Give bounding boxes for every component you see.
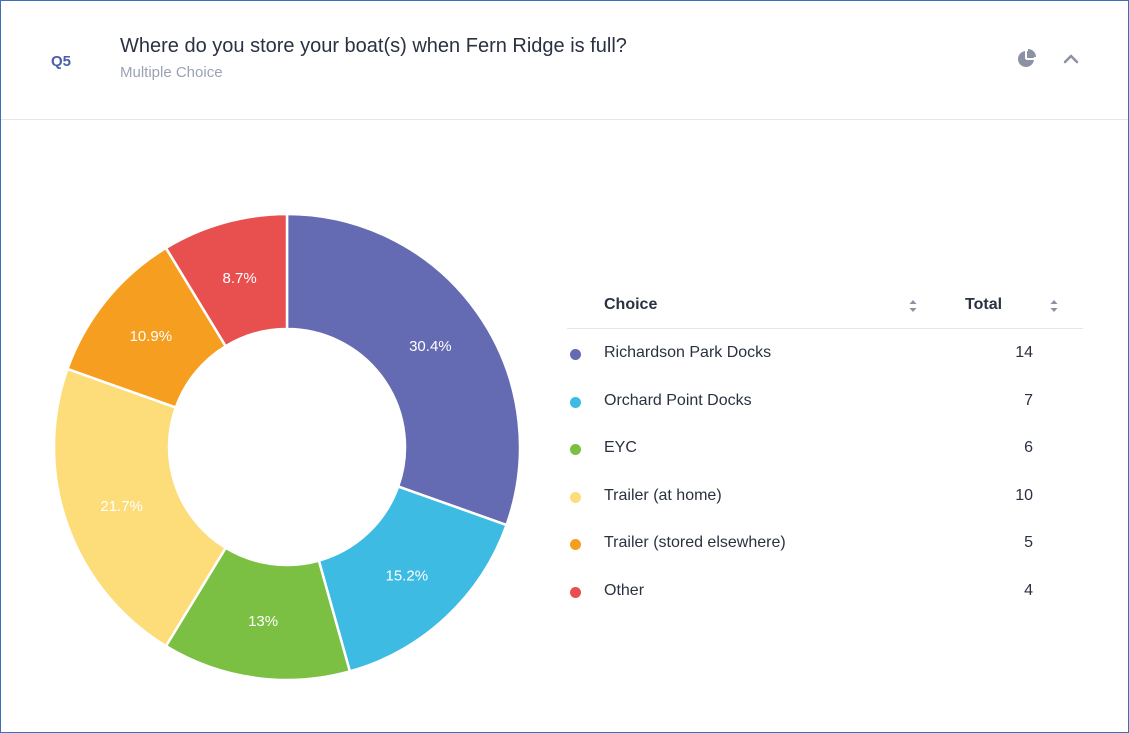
slice-label: 15.2% xyxy=(386,567,429,584)
table-row: Trailer (stored elsewhere) 5 xyxy=(567,519,1083,567)
header-total[interactable]: Total xyxy=(965,296,1003,313)
row-total: 5 xyxy=(1024,534,1033,551)
legend-dot-icon xyxy=(570,586,581,598)
row-total: 6 xyxy=(1024,439,1033,456)
row-choice: EYC xyxy=(604,439,637,456)
legend-dot-icon xyxy=(570,539,581,550)
table-row: Other 4 xyxy=(567,567,1083,615)
pie-chart-icon[interactable] xyxy=(1016,47,1038,74)
table-row: Orchard Point Docks 7 xyxy=(567,377,1083,425)
sort-icon[interactable] xyxy=(1049,298,1059,319)
choice-table: Choice Total Richardson Park Docks 14 Or… xyxy=(567,286,1083,614)
slice-label: 30.4% xyxy=(409,338,452,355)
row-total: 10 xyxy=(1015,486,1033,504)
slice-label: 21.7% xyxy=(100,498,143,515)
slice-label: 8.7% xyxy=(223,270,257,287)
donut-chart: 30.4% 15.2% 13% 21.7% 10.9% 8.7% xyxy=(52,212,522,682)
legend-dot-icon xyxy=(570,444,581,455)
slice-label: 10.9% xyxy=(130,328,173,345)
row-choice: Richardson Park Docks xyxy=(604,344,772,361)
sort-icon[interactable] xyxy=(908,298,918,319)
table-row: Trailer (at home) 10 xyxy=(567,472,1083,520)
header-choice[interactable]: Choice xyxy=(604,296,658,313)
donut-slice-other[interactable] xyxy=(164,212,289,348)
donut-slice-orchard-point-docks[interactable] xyxy=(317,484,509,673)
donut-slice-eyc[interactable] xyxy=(164,546,352,682)
table-row: EYC 6 xyxy=(567,424,1083,472)
legend-dot-icon xyxy=(570,396,581,408)
legend-dot-icon xyxy=(570,349,581,360)
question-type: Multiple Choice xyxy=(120,64,223,81)
donut-slice-richardson-park-docks[interactable] xyxy=(285,212,522,527)
row-choice: Trailer (at home) xyxy=(604,486,722,504)
row-choice: Other xyxy=(604,581,645,599)
table-header: Choice Total xyxy=(567,286,1083,329)
donut-slice-trailer-at-home[interactable] xyxy=(52,367,228,648)
row-choice: Trailer (stored elsewhere) xyxy=(604,534,786,551)
question-title: Where do you store your boat(s) when Fer… xyxy=(120,35,627,57)
row-total: 4 xyxy=(1024,581,1033,599)
question-number: Q5 xyxy=(51,53,72,70)
chevron-up-icon[interactable] xyxy=(1061,52,1081,71)
slice-label: 13% xyxy=(248,613,278,630)
question-header: Q5 Where do you store your boat(s) when … xyxy=(1,1,1128,120)
row-total: 7 xyxy=(1024,391,1033,409)
row-total: 14 xyxy=(1015,344,1033,361)
row-choice: Orchard Point Docks xyxy=(604,391,752,409)
table-row: Richardson Park Docks 14 xyxy=(567,329,1083,377)
legend-dot-icon xyxy=(570,491,581,503)
